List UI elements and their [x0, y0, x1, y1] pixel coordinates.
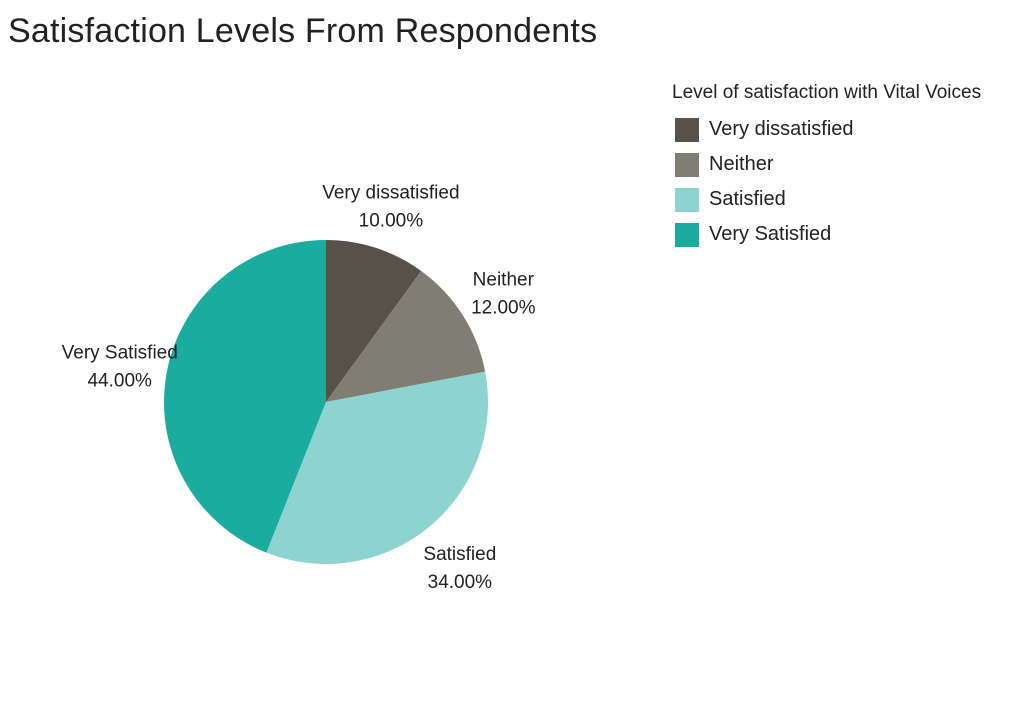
slice-label-satisfied: Satisfied 34.00%: [423, 544, 496, 593]
slice-label-very-satisfied: Very Satisfied 44.00%: [62, 343, 178, 392]
pie-slice-very-satisfied: [164, 240, 326, 553]
chart-title: Satisfaction Levels From Respondents: [8, 12, 598, 50]
legend-item-satisfied: Satisfied: [675, 182, 981, 217]
pie-slice-neither: [326, 270, 486, 402]
legend-label: Very dissatisfied: [709, 118, 854, 140]
legend: Level of satisfaction with Vital Voices …: [672, 82, 981, 252]
legend-label: Very Satisfied: [709, 223, 832, 245]
slice-label-neither: Neither 12.00%: [471, 269, 536, 318]
legend-item-very-dissatisfied: Very dissatisfied: [675, 112, 981, 147]
legend-swatch: [675, 117, 699, 142]
legend-label: Satisfied: [709, 188, 786, 210]
legend-swatch: [675, 222, 699, 247]
legend-item-neither: Neither: [675, 147, 981, 182]
pie-slice-very-dissatisfied: [326, 240, 422, 402]
pie-slice-satisfied: [266, 371, 488, 564]
legend-item-very-satisfied: Very Satisfied: [675, 217, 981, 252]
legend-title: Level of satisfaction with Vital Voices: [672, 82, 982, 103]
legend-swatch: [675, 152, 699, 177]
legend-swatch: [675, 187, 699, 212]
slice-label-very-dissatisfied: Very dissatisfied 10.00%: [322, 182, 459, 231]
legend-label: Neither: [709, 153, 774, 175]
